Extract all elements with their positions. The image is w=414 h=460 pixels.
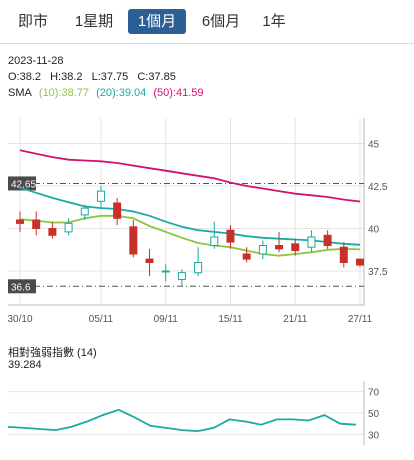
candle-body [210, 236, 219, 246]
tab-1-year[interactable]: 1年 [262, 13, 286, 30]
sma50-value: (50):41.59 [153, 87, 204, 99]
plot-area [8, 118, 364, 305]
ohlc-readout: O:38.2 H:38.2 L:37.75 C:37.85 [8, 71, 176, 83]
quote-date: 2023-11-28 [8, 55, 64, 67]
rsi-chart: 70 50 30 [7, 381, 380, 445]
x-tick-label: 15/11 [218, 314, 243, 325]
candle-body [129, 226, 138, 255]
sma-readout: SMA (10):38.77 (20):39.04 (50):41.59 [8, 87, 208, 99]
y-tick-label: 45 [368, 140, 380, 151]
candle-body [275, 245, 284, 250]
sma20-value: (20):39.04 [96, 87, 147, 99]
candle-body [113, 202, 122, 219]
rsi-tick-label: 70 [368, 388, 380, 399]
tab-1-month[interactable]: 1個月 [128, 9, 186, 34]
rsi-line [7, 408, 357, 433]
reference-label: 42.65 [11, 179, 36, 190]
candle-body [339, 246, 348, 263]
reference-label-box [8, 176, 36, 191]
x-tick-label: 21/11 [283, 314, 308, 325]
close-value: C:37.85 [137, 71, 176, 83]
high-value: H:38.2 [50, 71, 83, 83]
open-value: O:38.2 [8, 71, 42, 83]
y-tick-label: 37.5 [368, 267, 388, 278]
candle-body [291, 243, 300, 252]
sma-label: SMA [8, 87, 32, 99]
y-tick-label: 42.5 [368, 182, 388, 193]
sma20-line [19, 186, 361, 246]
rsi-tick-label: 30 [368, 430, 380, 441]
candle-body [194, 262, 203, 274]
candle-body [177, 272, 186, 280]
sma10-value: (10):38.77 [38, 87, 90, 99]
candle-body [307, 236, 316, 248]
rsi-value: 39.284 [8, 359, 42, 371]
candle-body [226, 229, 235, 243]
candle-body [258, 245, 267, 255]
range-tabs: 即市 1星期 1個月 6個月 1年 [0, 0, 414, 44]
rsi-title: 相對強弱指數 (14) [8, 347, 97, 359]
candle-body [48, 228, 57, 236]
candle-body [356, 258, 364, 266]
tab-1-week[interactable]: 1星期 [74, 13, 114, 30]
candle-body [242, 253, 251, 260]
candle-body [16, 219, 24, 224]
reference-label: 36.6 [11, 282, 31, 293]
candle-body [96, 190, 105, 202]
x-tick-label: 30/10 [7, 314, 32, 325]
candle-body [161, 270, 170, 273]
x-tick-label: 05/11 [89, 314, 114, 325]
candle-body [80, 207, 89, 216]
x-tick-label: 09/11 [154, 314, 179, 325]
sma50-line [19, 149, 361, 203]
reference-label-box [8, 279, 36, 294]
price-chart: 45 42.5 40 37.5 42.65 36.6 30/10 05/11 09/11 15/1… [7, 118, 388, 325]
tab-6-months[interactable]: 6個月 [201, 13, 241, 30]
candle-body [323, 234, 332, 247]
tab-realtime[interactable]: 即市 [17, 13, 48, 30]
candle-body [64, 222, 73, 233]
x-tick-label: 27/11 [348, 314, 373, 325]
y-tick-label: 40 [368, 225, 380, 236]
candle-body [32, 219, 41, 229]
low-value: L:37.75 [91, 71, 129, 83]
rsi-tick-label: 50 [368, 409, 380, 420]
sma10-line [19, 214, 361, 257]
candle-body [145, 258, 154, 264]
